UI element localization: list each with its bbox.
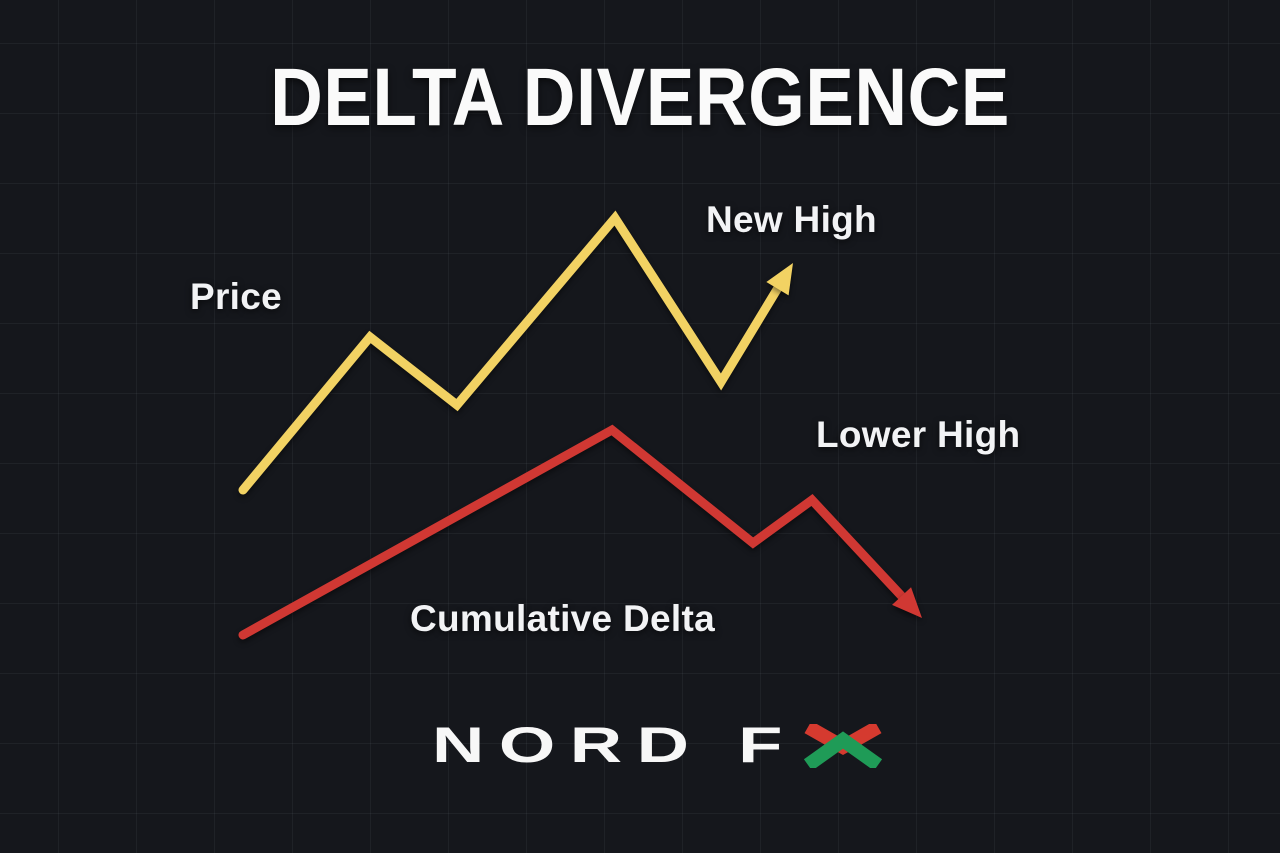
cumulative-delta-line [238, 424, 915, 640]
price-arrowhead-icon [766, 263, 793, 296]
logo-x-green-chevron [803, 731, 883, 768]
price-line [238, 210, 789, 495]
nordfx-wordmark: NORD F [432, 717, 797, 773]
nordfx-x-icon [803, 724, 883, 768]
cumulative-delta-arrowhead-icon [892, 587, 922, 618]
lower-high-annotation: Lower High [816, 414, 1021, 455]
page-title: DELTA DIVERGENCE [270, 52, 1010, 143]
new-high-annotation: New High [706, 199, 877, 240]
price-line-label: Price [190, 276, 283, 317]
cumulative-delta-line-label: Cumulative Delta [410, 598, 715, 639]
